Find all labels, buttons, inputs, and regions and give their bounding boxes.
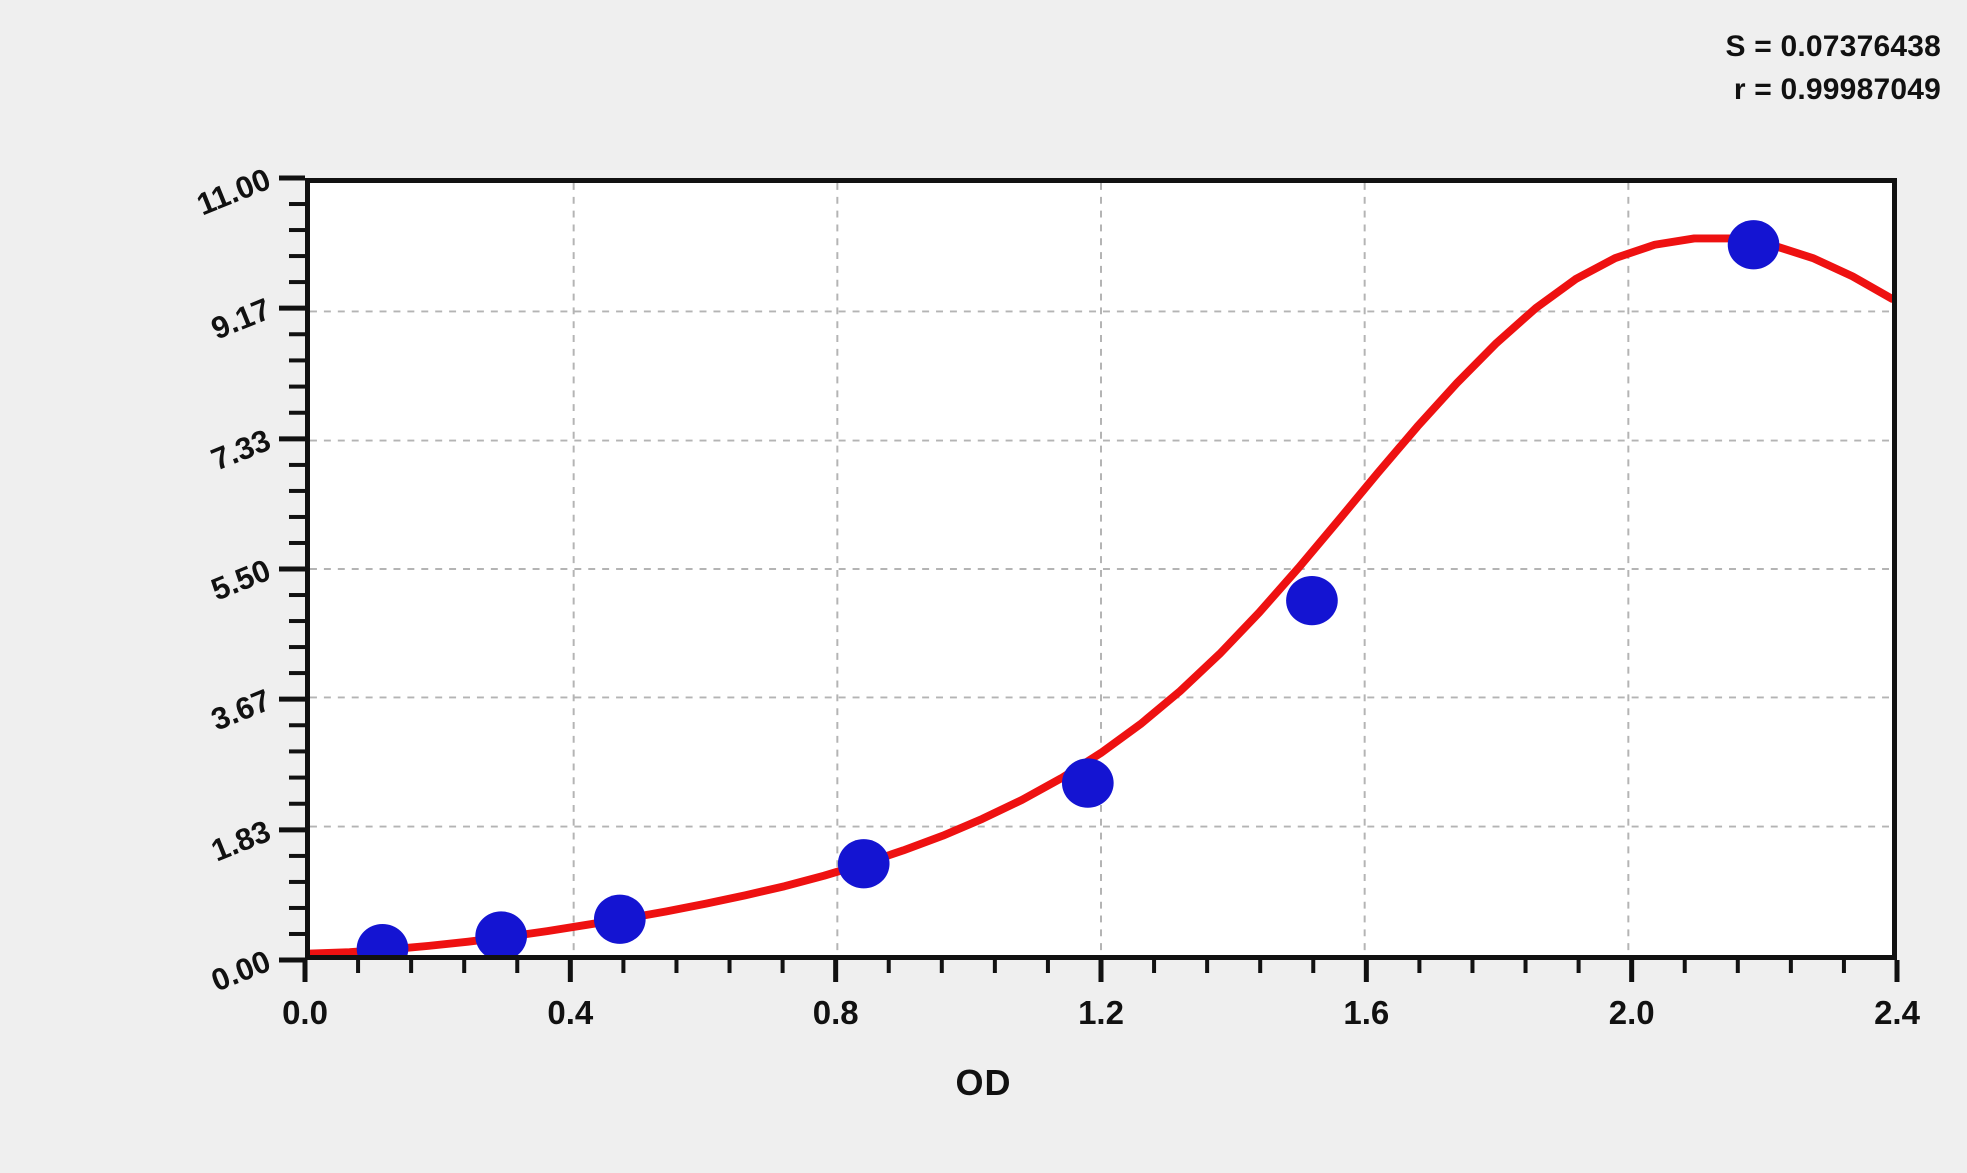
data-point [593, 894, 646, 944]
data-point [475, 911, 527, 955]
chart-canvas [310, 183, 1892, 955]
x-axis-title: OD [955, 1062, 1012, 1103]
stat-r: r = 0.99987049 [1733, 72, 1941, 106]
y-tick-label: 9.17 [206, 291, 276, 347]
y-tick-label: 1.83 [206, 813, 276, 869]
stat-s: S = 0.07376438 [1725, 30, 1941, 63]
x-tick-label: 2.4 [1874, 994, 1920, 1031]
x-tick-label: 0.4 [547, 994, 594, 1031]
x-tick-label: 2.0 [1608, 994, 1655, 1031]
y-tick-label: 5.50 [206, 552, 276, 608]
y-tick-label: 3.67 [206, 682, 276, 738]
x-tick-label: 1.6 [1343, 994, 1390, 1031]
fit-statistics: S = 0.07376438 r = 0.99987049 [1726, 26, 1942, 111]
fit-curve [310, 234, 1892, 955]
y-tick-label: 11.00 [191, 161, 276, 223]
x-tick-label: 0.8 [812, 994, 859, 1031]
y-tick-label: 7.33 [206, 422, 276, 478]
plot-area [305, 178, 1897, 960]
y-tick-label: 0.00 [206, 943, 276, 999]
data-point [837, 839, 890, 889]
data-point [1727, 220, 1780, 270]
x-tick-label: 0.0 [282, 994, 328, 1031]
data-point [356, 924, 409, 955]
data-point [1061, 758, 1114, 808]
data-point [1286, 575, 1338, 626]
x-tick-label: 1.2 [1078, 994, 1124, 1031]
